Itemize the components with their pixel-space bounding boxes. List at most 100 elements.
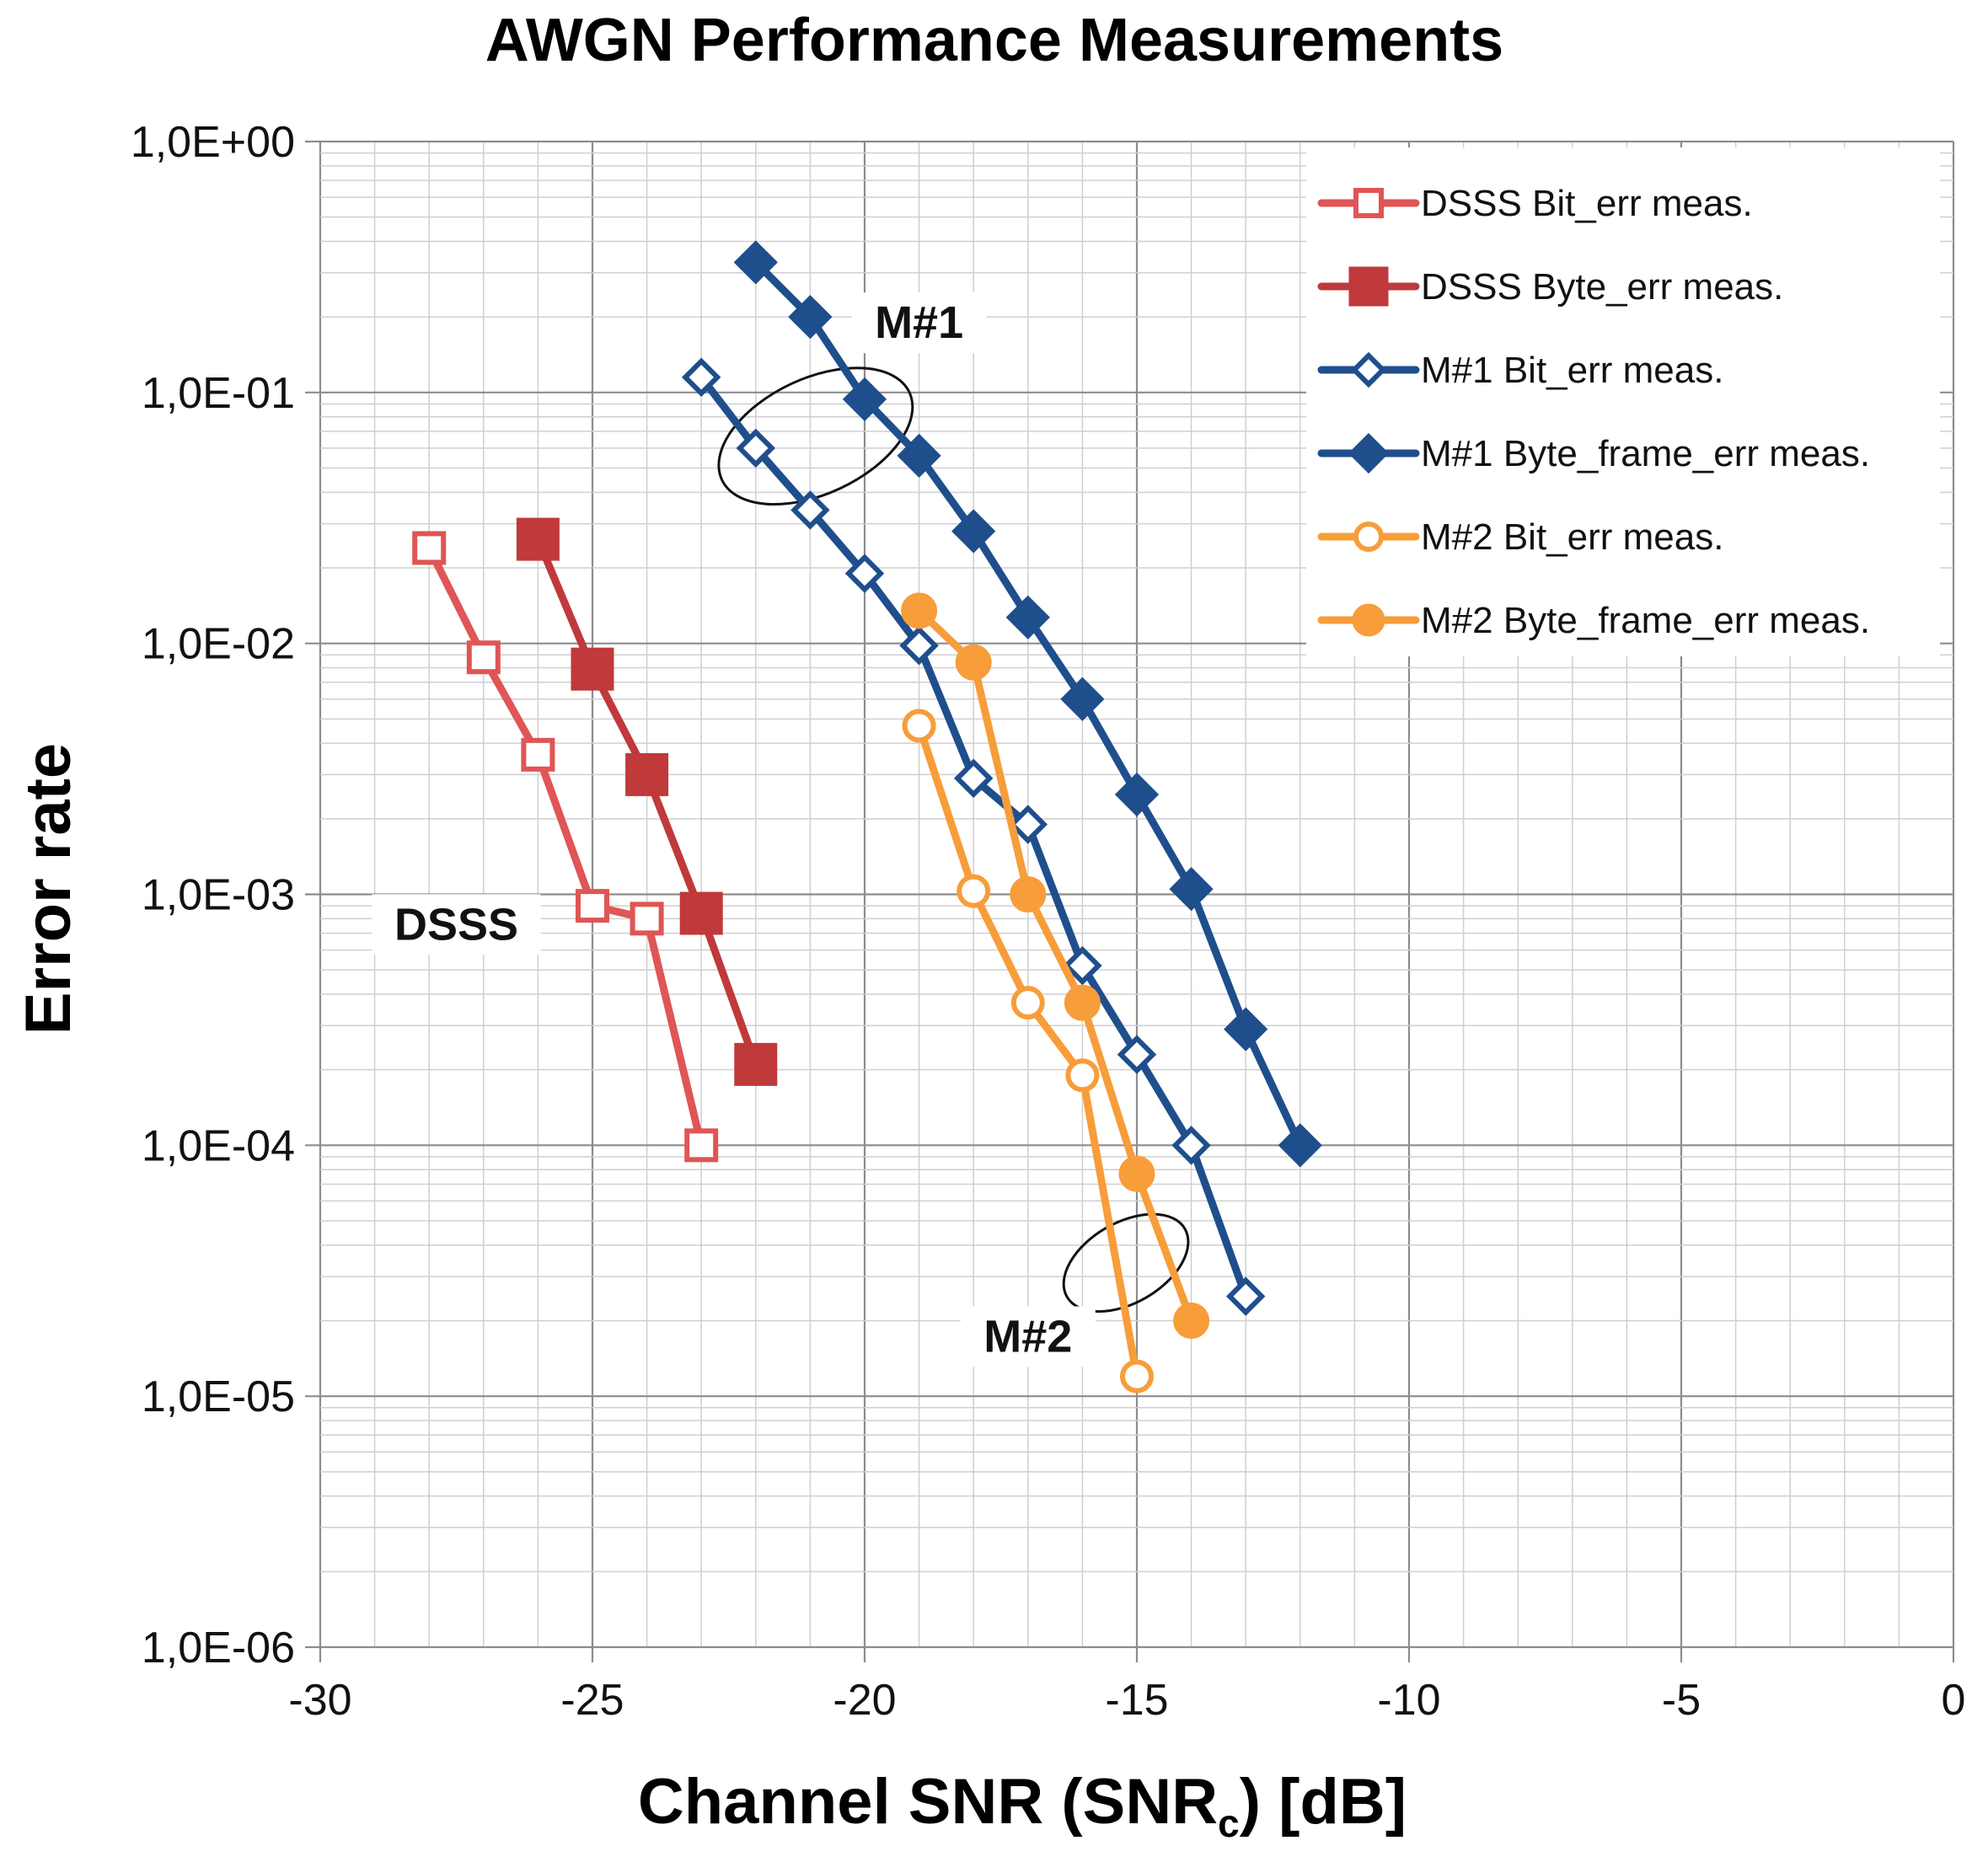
legend-marker <box>1348 266 1389 307</box>
legend-item: DSSS Bit_err meas. <box>1317 183 1753 224</box>
data-point <box>1065 1058 1100 1093</box>
annotation-label-background <box>960 1306 1096 1367</box>
legend-label: M#2 Byte_frame_err meas. <box>1421 600 1870 641</box>
x-axis-title-end: ) [dB] <box>1240 1766 1407 1838</box>
data-point <box>679 891 723 935</box>
data-point <box>1117 1035 1157 1074</box>
data-point <box>1063 945 1102 986</box>
data-point <box>516 517 560 561</box>
legend-marker <box>1352 603 1385 637</box>
data-point <box>956 874 991 908</box>
legend-item: M#2 Byte_frame_err meas. <box>1317 600 1870 641</box>
data-point <box>1171 1126 1211 1165</box>
legend-label: DSSS Byte_err meas. <box>1421 266 1783 308</box>
y-tick-label: 1,0E-02 <box>142 620 295 669</box>
data-point <box>1010 986 1045 1020</box>
series-0 <box>412 531 719 1163</box>
annotations: M#1 DSSS M#2 <box>372 292 1190 1367</box>
data-point <box>1224 1007 1268 1051</box>
x-tick-label: -30 <box>288 1676 351 1725</box>
series-5 <box>901 592 1210 1340</box>
data-point <box>1169 867 1214 912</box>
legend: DSSS Bit_err meas. DSSS Byte_err meas. M#1… <box>1306 147 1940 656</box>
data-point <box>681 357 721 397</box>
data-point <box>1118 1155 1155 1192</box>
y-tick-labels: 1,0E+00 1,0E-01 1,0E-02 1,0E-03 1,0E-04 1,0E-… <box>131 118 295 1672</box>
legend-marker <box>1353 188 1384 218</box>
y-tick-label: 1,0E-05 <box>142 1372 295 1421</box>
legend-item: M#2 Bit_err meas. <box>1317 516 1723 558</box>
legend-background <box>1306 147 1940 656</box>
legend-item: M#1 Bit_err meas. <box>1317 350 1723 391</box>
x-tick-label: -10 <box>1377 1676 1440 1725</box>
data-point <box>842 377 887 421</box>
series-3 <box>733 240 1322 1168</box>
annotation-label: DSSS <box>394 899 518 950</box>
legend-marker <box>1353 522 1384 552</box>
data-point <box>630 902 664 936</box>
data-point <box>684 1128 719 1163</box>
x-tick-label: 0 <box>1942 1676 1966 1725</box>
legend-label: M#2 Bit_err meas. <box>1421 516 1723 558</box>
x-axis-title: Channel SNR (SNRc) [dB] <box>638 1766 1407 1845</box>
data-point <box>412 531 447 565</box>
legend-marker <box>1348 432 1390 474</box>
data-point <box>953 758 994 799</box>
data-point <box>625 752 669 796</box>
x-tick-label: -5 <box>1662 1676 1701 1725</box>
data-point <box>790 490 830 530</box>
x-axis-title-main: Channel SNR (SNR <box>638 1766 1218 1838</box>
data-point <box>1010 876 1047 912</box>
y-tick-label: 1,0E-06 <box>142 1624 295 1672</box>
legend-label: M#1 Bit_err meas. <box>1421 350 1723 391</box>
data-point <box>1114 772 1160 817</box>
y-tick-label: 1,0E-04 <box>142 1121 295 1170</box>
annotation-label-background <box>851 292 987 354</box>
series-2 <box>681 357 1266 1316</box>
data-point <box>736 428 776 468</box>
annotation-ellipse <box>1062 1212 1190 1314</box>
data-point <box>571 647 614 691</box>
annotation-ellipse <box>717 367 914 506</box>
legend-label: M#1 Byte_frame_err meas. <box>1421 433 1870 474</box>
data-point <box>788 295 833 340</box>
y-tick-label: 1,0E-01 <box>142 369 295 418</box>
x-tick-label: -15 <box>1105 1676 1168 1725</box>
annotation-label-background <box>372 894 541 955</box>
data-point <box>897 433 941 478</box>
data-point <box>733 240 778 285</box>
y-tick-label: 1,0E-03 <box>142 871 295 920</box>
data-point <box>1005 595 1050 639</box>
data-point <box>955 644 992 681</box>
series-line <box>425 543 705 1149</box>
annotation-label: M#1 <box>875 297 963 348</box>
series-4 <box>902 709 1154 1394</box>
data-point <box>734 1042 778 1086</box>
data-point <box>1173 1303 1210 1340</box>
data-point <box>1060 677 1105 721</box>
data-point <box>1120 1359 1154 1394</box>
data-point <box>1064 984 1101 1021</box>
x-axis-title-subscript: c <box>1218 1801 1240 1845</box>
data-point <box>1008 805 1048 844</box>
series-group <box>412 240 1322 1394</box>
series-1 <box>516 517 778 1086</box>
legend-label: DSSS Bit_err meas. <box>1421 183 1753 224</box>
data-point <box>899 626 939 666</box>
data-point <box>1278 1123 1322 1168</box>
y-tick-label: 1,0E+00 <box>131 118 295 167</box>
annotation-label: M#2 <box>983 1311 1072 1362</box>
legend-item: DSSS Byte_err meas. <box>1317 266 1783 308</box>
data-point <box>844 554 885 593</box>
y-axis-title: Error rate <box>13 743 84 1035</box>
data-point <box>902 709 936 743</box>
x-tick-labels: -30 -25 -20 -15 -10 -5 0 <box>288 1676 1965 1725</box>
data-point <box>901 592 938 629</box>
grid <box>305 140 1955 1662</box>
data-point <box>1225 1276 1266 1316</box>
data-point <box>951 509 996 554</box>
legend-marker <box>1350 351 1387 388</box>
data-point <box>466 640 501 675</box>
data-point <box>521 737 555 772</box>
